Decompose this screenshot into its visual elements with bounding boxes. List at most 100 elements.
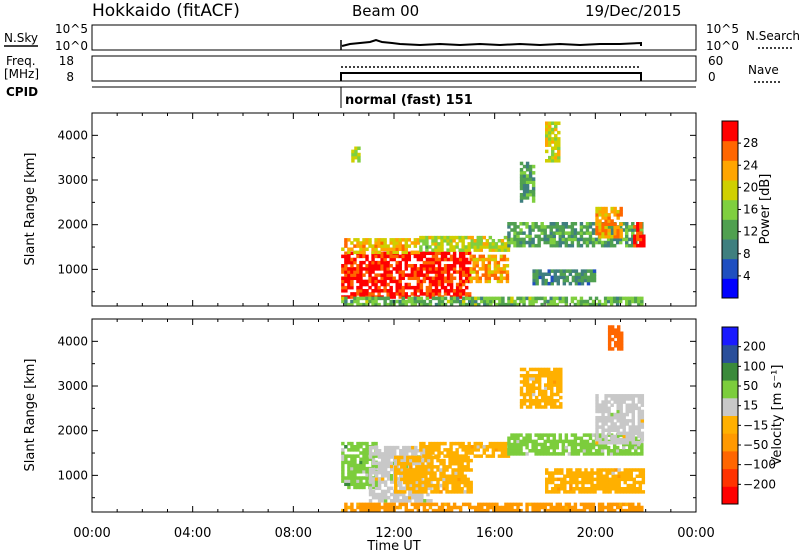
data-cell <box>625 508 629 513</box>
data-cell <box>443 235 447 240</box>
data-cell <box>431 248 435 252</box>
data-cell <box>613 213 617 217</box>
data-cell <box>528 436 532 441</box>
data-cell <box>443 502 448 507</box>
data-cell <box>622 397 626 401</box>
data-cell <box>434 282 439 287</box>
data-cell <box>616 412 620 417</box>
data-cell <box>371 247 375 251</box>
data-cell <box>480 502 484 507</box>
data-cell <box>595 415 599 420</box>
data-cell <box>570 225 575 229</box>
data-cell <box>495 505 499 510</box>
data-cell <box>443 289 448 293</box>
data-cell <box>419 299 424 304</box>
data-cell <box>500 448 505 452</box>
data-cell <box>464 454 468 458</box>
data-cell <box>347 505 351 510</box>
data-cell <box>631 419 635 423</box>
data-cell <box>383 492 388 497</box>
data-cell <box>540 442 544 447</box>
data-cell <box>549 225 553 229</box>
data-cell <box>474 299 478 304</box>
data-cell <box>547 395 551 400</box>
data-cell <box>374 241 378 245</box>
data-cell <box>612 449 617 453</box>
data-cell <box>368 241 372 245</box>
data-cell <box>422 299 427 304</box>
data-cell <box>631 394 635 398</box>
data-cell <box>551 490 555 494</box>
data-cell <box>425 270 430 274</box>
data-cell <box>383 452 388 456</box>
data-cell <box>401 250 405 255</box>
data-cell <box>347 285 351 290</box>
data-cell <box>377 483 382 487</box>
colorbar-tick-label: 50 <box>743 379 758 393</box>
data-cell <box>602 477 606 482</box>
data-cell <box>413 502 418 507</box>
data-cell <box>531 392 536 397</box>
data-cell <box>601 400 605 404</box>
data-cell <box>466 483 470 488</box>
data-cell <box>466 480 470 485</box>
data-cell <box>543 452 547 456</box>
data-cell <box>598 406 602 411</box>
data-cell <box>491 451 496 455</box>
data-cell <box>610 222 614 226</box>
data-cell <box>419 251 424 256</box>
data-cell <box>458 282 463 287</box>
data-cell <box>383 289 387 293</box>
data-cell <box>522 174 527 178</box>
data-cell <box>428 295 433 299</box>
data-cell <box>573 505 578 510</box>
data-cell <box>344 276 348 281</box>
data-cell <box>389 508 393 513</box>
data-cell <box>406 471 410 475</box>
data-cell <box>561 231 566 235</box>
data-cell <box>500 444 505 449</box>
data-cell <box>477 302 481 307</box>
data-cell <box>347 276 351 281</box>
data-cell <box>548 134 552 138</box>
data-cell <box>488 454 493 458</box>
data-cell <box>537 234 541 239</box>
data-cell <box>380 282 384 287</box>
data-cell <box>398 273 402 277</box>
data-cell <box>570 445 575 450</box>
data-cell <box>341 454 345 458</box>
data-cell <box>519 180 524 184</box>
data-cell <box>622 502 626 507</box>
data-cell <box>389 464 394 469</box>
data-cell <box>600 445 605 450</box>
data-cell <box>604 422 608 426</box>
data-cell <box>637 431 642 436</box>
data-cell <box>607 213 611 217</box>
data-cell <box>380 505 384 510</box>
data-cell <box>461 264 466 268</box>
data-cell <box>446 279 451 284</box>
data-cell <box>560 486 564 491</box>
data-cell <box>362 296 366 301</box>
data-cell <box>374 247 378 251</box>
data-cell <box>399 467 403 472</box>
data-cell <box>557 152 561 157</box>
data-cell <box>362 250 366 255</box>
data-cell <box>620 347 624 351</box>
data-cell <box>622 419 626 423</box>
data-cell <box>554 471 558 475</box>
data-cell <box>491 448 496 452</box>
data-cell <box>564 502 569 507</box>
data-cell <box>505 273 510 277</box>
data-cell <box>401 502 405 507</box>
data-cell <box>563 474 567 478</box>
data-cell <box>420 492 424 497</box>
data-cell <box>551 146 555 151</box>
data-cell <box>402 455 406 459</box>
data-cell <box>587 471 591 475</box>
data-cell <box>610 234 614 239</box>
data-cell <box>631 299 635 304</box>
data-cell <box>467 451 471 455</box>
data-cell <box>619 409 623 414</box>
data-cell <box>365 508 369 513</box>
